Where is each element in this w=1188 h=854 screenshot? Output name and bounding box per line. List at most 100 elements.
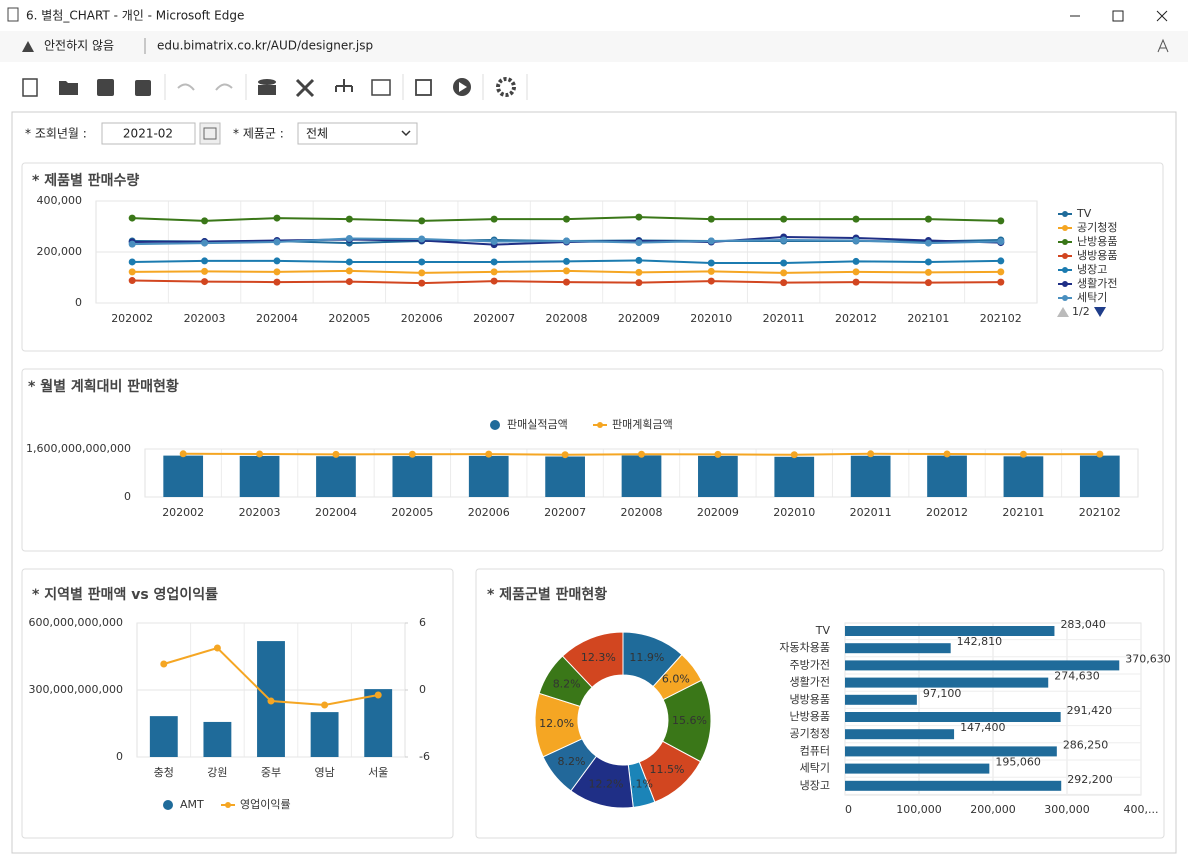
value-label: 292,200	[1067, 773, 1113, 786]
point	[490, 238, 498, 246]
x-tick-label: 300,000	[1044, 803, 1090, 816]
point	[563, 257, 570, 265]
tools-icon[interactable]	[295, 78, 315, 98]
point	[321, 701, 329, 709]
point	[707, 259, 715, 267]
legend-symbol	[225, 802, 231, 808]
point	[997, 278, 1005, 286]
legend-next[interactable]	[1094, 307, 1106, 317]
x-tick-label: 202005	[391, 506, 433, 519]
panel	[21, 568, 454, 839]
y-tick-label: 컴퓨터	[800, 744, 830, 757]
tree-icon[interactable]	[335, 79, 353, 92]
save-as-icon[interactable]	[135, 80, 151, 96]
security-label[interactable]: 안전하지 않음	[44, 39, 114, 53]
slice-label: 11.9%	[629, 651, 664, 664]
calendar-button[interactable]	[199, 122, 221, 145]
settings-icon[interactable]	[496, 77, 516, 97]
legend-label[interactable]: 냉방용품	[1077, 249, 1117, 262]
slice-label: 11.5%	[650, 763, 685, 776]
x-tick-label: 202004	[256, 312, 298, 325]
legend-prev[interactable]	[1057, 307, 1069, 317]
x-tick-label: 202012	[835, 312, 877, 325]
point	[273, 278, 281, 286]
panel	[21, 368, 1164, 552]
legend-label[interactable]: 냉장고	[1077, 263, 1107, 276]
point	[997, 238, 1005, 246]
bar	[845, 729, 955, 740]
bar	[316, 456, 356, 497]
legend-label[interactable]: AMT	[180, 798, 204, 811]
point	[418, 269, 426, 277]
point	[490, 277, 498, 285]
legend-label[interactable]: 판매계획금액	[612, 418, 673, 431]
point	[418, 235, 426, 243]
point	[635, 239, 643, 247]
bar	[845, 660, 1120, 671]
redo-icon[interactable]	[215, 83, 233, 91]
point	[638, 450, 645, 458]
group-value[interactable]: 전체	[306, 127, 328, 141]
legend-label[interactable]: 세탁기	[1077, 291, 1107, 304]
warning-icon	[22, 41, 34, 52]
x-tick-label: 202008	[546, 312, 588, 325]
period-input[interactable]	[101, 122, 196, 145]
toolbar-icons	[22, 74, 528, 100]
value-label: 286,250	[1063, 738, 1109, 751]
y-tick-label: 주방가전	[790, 658, 830, 671]
group-select[interactable]	[297, 122, 418, 145]
legend-symbol	[1062, 211, 1068, 217]
maximize-button[interactable]	[1112, 10, 1124, 22]
y-tick-label: 자동차용품	[779, 641, 830, 654]
legend-symbol	[1062, 281, 1068, 287]
slice-label: 12.0%	[539, 717, 574, 730]
point	[924, 258, 932, 266]
bar	[845, 694, 917, 705]
point	[780, 279, 788, 287]
point	[201, 267, 209, 275]
panel-title: * 제품군별 판매현황	[487, 586, 607, 603]
database-icon[interactable]	[258, 79, 276, 85]
legend-label[interactable]: TV	[1076, 207, 1092, 220]
script-icon[interactable]	[371, 79, 391, 96]
bar	[845, 763, 990, 774]
period-value[interactable]: 2021-02	[123, 127, 173, 141]
point	[997, 257, 1005, 265]
point	[345, 267, 353, 275]
point	[635, 268, 643, 276]
slice-label: 15.6%	[672, 714, 707, 727]
undo-icon[interactable]	[177, 83, 195, 91]
legend-label[interactable]: 공기청정	[1077, 221, 1117, 234]
new-icon[interactable]	[22, 78, 38, 97]
x-tick-label: 강원	[207, 766, 227, 779]
x-tick-label: 202009	[618, 312, 660, 325]
point	[635, 279, 643, 287]
x-tick-label: 202002	[111, 312, 153, 325]
y-tick-label: 600,000,000,000	[29, 616, 123, 629]
legend-label[interactable]: 판매실적금액	[507, 418, 568, 431]
x-tick-label: 202008	[621, 506, 663, 519]
x-tick-label: 202101	[907, 312, 949, 325]
point	[267, 697, 275, 705]
bar	[774, 456, 815, 497]
x-tick-label: 202010	[773, 506, 815, 519]
point	[790, 451, 798, 459]
url[interactable]: edu.bimatrix.co.kr/AUD/designer.jsp	[157, 39, 373, 53]
point	[490, 258, 498, 266]
point	[780, 259, 788, 267]
save-icon[interactable]	[97, 79, 114, 96]
legend-label[interactable]: 영업이익률	[240, 798, 291, 811]
open-icon[interactable]	[59, 81, 78, 95]
edit-icon[interactable]	[415, 79, 432, 96]
point	[273, 214, 281, 222]
legend-label[interactable]: 난방용품	[1077, 235, 1117, 248]
read-aloud-icon[interactable]	[1157, 38, 1169, 53]
close-button[interactable]	[1156, 10, 1168, 22]
legend-label[interactable]: 생활가전	[1077, 276, 1117, 290]
point	[345, 215, 353, 223]
bar	[163, 455, 204, 497]
legend-symbol	[490, 420, 500, 430]
x-tick-label: 202012	[926, 506, 968, 519]
